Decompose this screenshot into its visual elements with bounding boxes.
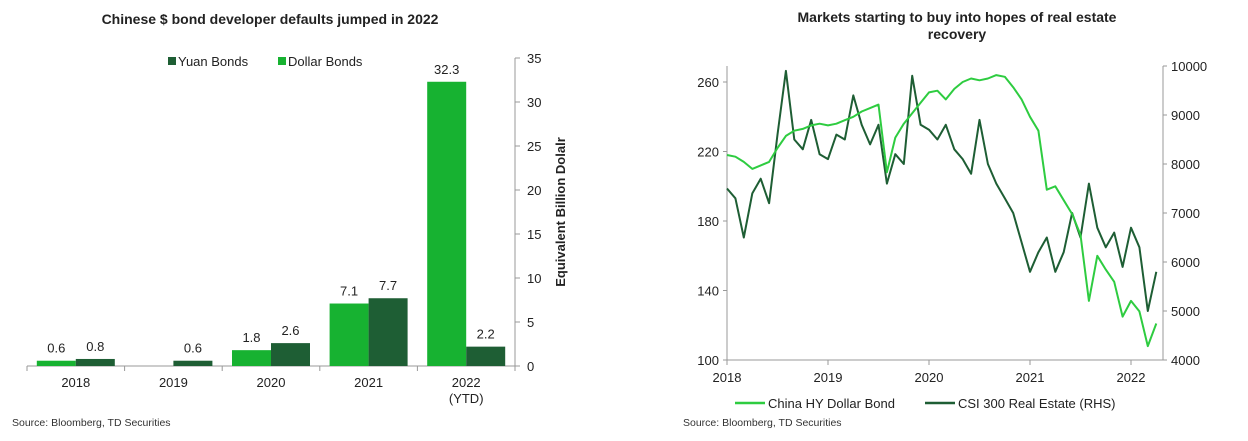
bar-yuan-bonds [75, 358, 115, 366]
bar-yuan-bonds [271, 343, 310, 366]
x-tick-label: 2019 [159, 375, 188, 390]
data-label: 7.1 [340, 284, 358, 299]
data-label: 7.7 [379, 278, 397, 293]
right-tick-label: 8000 [1171, 157, 1200, 172]
bar-chart-source: Source: Bloomberg, TD Securities [12, 417, 171, 429]
legend-label: Yuan Bonds [178, 54, 249, 69]
line-chart: Markets starting to buy into hopes of re… [683, 9, 1207, 429]
right-tick-label: 7000 [1171, 206, 1200, 221]
bar-chart: Chinese $ bond developer defaults jumped… [12, 11, 568, 429]
data-label: 0.6 [47, 341, 65, 356]
left-tick-label: 220 [697, 145, 719, 160]
line-chart-source: Source: Bloomberg, TD Securities [683, 417, 842, 429]
y-tick-label: 25 [527, 139, 541, 154]
y-tick-label: 35 [527, 51, 541, 66]
left-tick-label: 180 [697, 214, 719, 229]
y-tick-label: 15 [527, 227, 541, 242]
line-chart-title: Markets starting to buy into hopes of re… [798, 9, 1117, 42]
y-tick-label: 5 [527, 315, 534, 330]
legend-label: Dollar Bonds [288, 54, 363, 69]
bar-dollar-bonds [427, 81, 467, 366]
series-line-china-hy-dollar-bond [726, 74, 1158, 348]
legend-label: China HY Dollar Bond [768, 396, 895, 411]
left-tick-label: 140 [697, 284, 719, 299]
x-tick-label: 2022 [1117, 370, 1146, 385]
data-label: 0.8 [86, 339, 104, 354]
x-tick-label: 2020 [915, 370, 944, 385]
data-label: 2.2 [477, 327, 495, 342]
bar-chart-ylabel: Equivalent Billion Dolalr [553, 137, 568, 287]
bar-dollar-bonds [36, 360, 76, 366]
right-tick-label: 5000 [1171, 304, 1200, 319]
right-tick-label: 9000 [1171, 108, 1200, 123]
x-tick-label: 2018 [713, 370, 742, 385]
left-tick-label: 260 [697, 75, 719, 90]
data-label: 2.6 [281, 323, 299, 338]
y-tick-label: 0 [527, 359, 534, 374]
data-label: 0.6 [184, 341, 202, 356]
right-tick-label: 4000 [1171, 353, 1200, 368]
legend-label: CSI 300 Real Estate (RHS) [958, 396, 1116, 411]
x-tick-label: 2021 [354, 375, 383, 390]
bar-yuan-bonds [173, 360, 213, 366]
data-label: 32.3 [434, 62, 459, 77]
left-tick-label: 100 [697, 353, 719, 368]
bar-dollar-bonds [232, 350, 271, 366]
y-tick-label: 10 [527, 271, 541, 286]
data-label: 1.8 [242, 330, 260, 345]
y-tick-label: 20 [527, 183, 541, 198]
bar-chart-title: Chinese $ bond developer defaults jumped… [102, 11, 439, 27]
x-tick-label: 2022 [452, 375, 481, 390]
bar-yuan-bonds [466, 346, 506, 366]
x-tick-label: 2021 [1016, 370, 1045, 385]
legend-swatch [278, 57, 286, 65]
right-tick-label: 10000 [1171, 59, 1207, 74]
bar-yuan-bonds [368, 298, 408, 366]
x-tick-label: 2019 [814, 370, 843, 385]
bar-dollar-bonds [329, 303, 369, 366]
x-tick-label: 2018 [61, 375, 90, 390]
x-tick-label: (YTD) [449, 391, 484, 406]
right-tick-label: 6000 [1171, 255, 1200, 270]
legend-swatch [168, 57, 176, 65]
series-line-csi-300-real-estate [726, 69, 1158, 312]
y-tick-label: 30 [527, 95, 541, 110]
x-tick-label: 2020 [257, 375, 286, 390]
